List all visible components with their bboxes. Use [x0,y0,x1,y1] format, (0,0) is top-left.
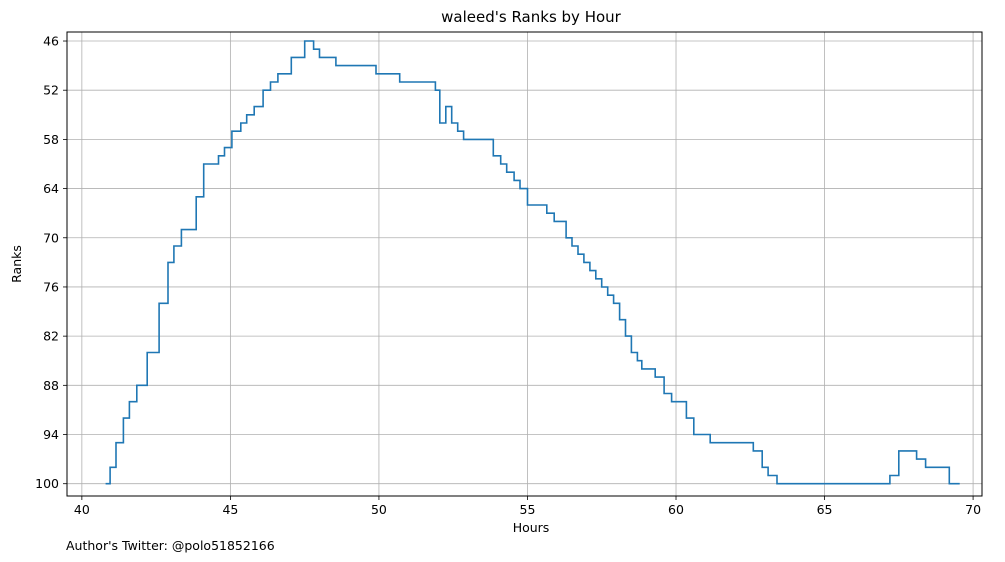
y-tick-label: 64 [43,181,59,196]
y-tick-label: 58 [43,132,59,147]
axis-ticks: 40 45 50 55 60 65 70 46 52 58 64 70 76 82 88 94 100 [35,34,981,517]
series-layer [105,40,960,485]
grid-lines [67,32,982,496]
y-tick-label: 88 [43,378,59,393]
x-tick-label: 50 [371,502,387,517]
y-tick-label: 76 [43,279,59,294]
y-tick-label: 70 [43,230,59,245]
y-tick-label: 100 [35,476,59,491]
y-axis-label: Ranks [9,245,24,283]
x-tick-label: 60 [668,502,684,517]
x-tick-label: 65 [817,502,833,517]
x-tick-label: 70 [965,502,981,517]
y-tick-label: 46 [43,34,59,49]
y-tick-label: 52 [43,83,59,98]
plot-frame [66,31,983,497]
x-tick-label: 45 [222,502,238,517]
y-tick-label: 94 [43,427,59,442]
author-twitter-note: Author's Twitter: @polo51852166 [66,538,275,553]
y-tick-label: 82 [43,329,59,344]
chart-title: waleed's Ranks by Hour [441,8,622,26]
x-axis-label: Hours [513,520,550,535]
rank-step-line [105,40,960,485]
x-tick-label: 55 [520,502,536,517]
x-tick-label: 40 [74,502,90,517]
